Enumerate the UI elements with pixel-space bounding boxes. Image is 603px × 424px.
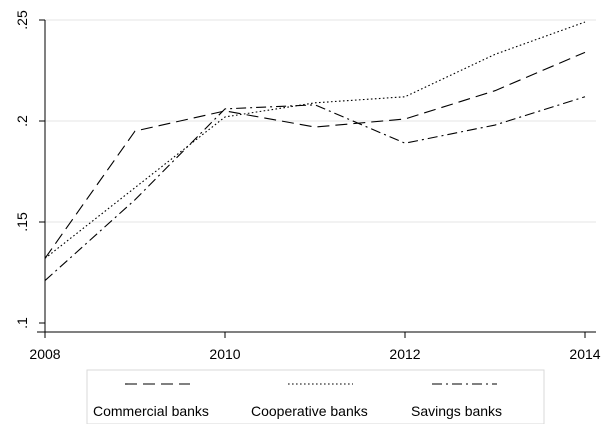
y-tick-label: .2 [14, 115, 30, 127]
legend-label: Commercial banks [93, 403, 209, 419]
series-line [44, 51, 586, 259]
y-tick-label: .25 [14, 10, 30, 30]
plot-series [44, 21, 586, 281]
x-tick-label: 2012 [389, 346, 420, 362]
series-line [44, 21, 586, 259]
y-tick-label: .1 [14, 317, 30, 329]
legend-label: Savings banks [411, 403, 502, 419]
y-tick-label: .15 [14, 212, 30, 232]
legend-box [86, 369, 545, 424]
series-line [44, 96, 586, 281]
x-tick-label: 2014 [569, 346, 600, 362]
gridlines [45, 19, 596, 223]
legend-label: Cooperative banks [251, 403, 368, 419]
axes: .1 .15 .2 .25 2008 2010 2012 2014 [14, 10, 601, 362]
legend: Commercial banks Cooperative banks Savings… [86, 369, 545, 424]
x-tick-label: 2010 [209, 346, 240, 362]
x-tick-label: 2008 [29, 346, 60, 362]
